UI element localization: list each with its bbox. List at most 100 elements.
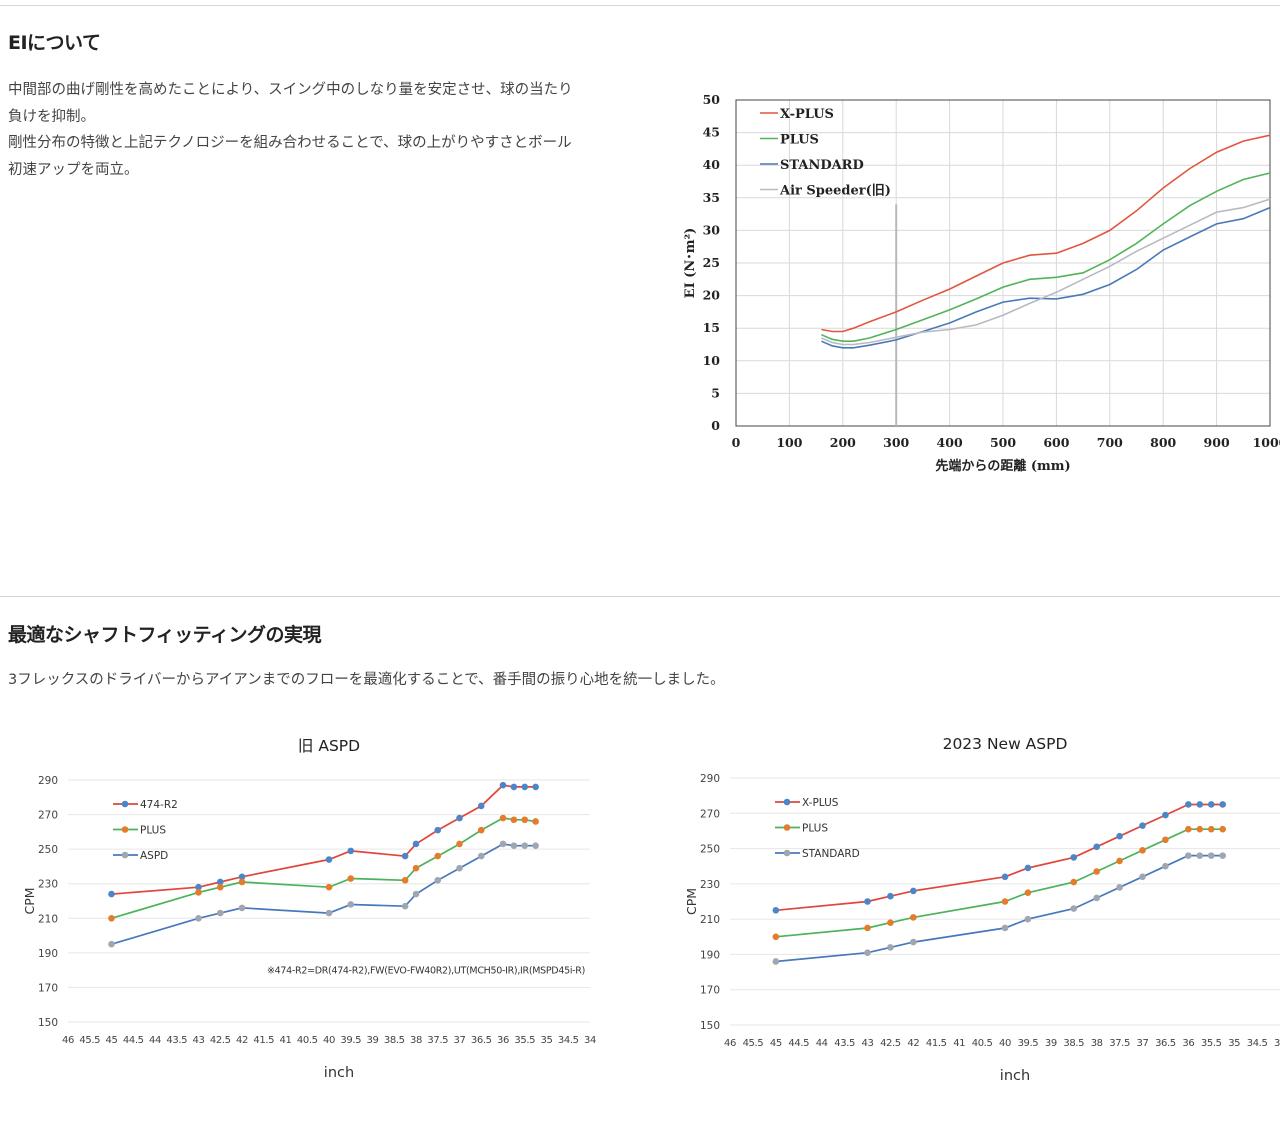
new-data-point xyxy=(772,907,780,914)
new-data-point xyxy=(1024,889,1032,896)
old-data-point xyxy=(412,840,420,848)
section-fitting-heading: 最適なシャフトフィッティングの実現 xyxy=(8,624,321,646)
old-xtick-label: 39.5 xyxy=(340,1035,361,1046)
new-data-point xyxy=(887,944,894,951)
old-data-point xyxy=(434,826,442,834)
new-aspd-chart: 2023 New ASPD 150 170 190 210 230 250 270 290 46 4… xyxy=(684,735,1280,1084)
old-xtick-label: 40 xyxy=(323,1035,335,1046)
old-data-point xyxy=(108,940,115,948)
new-legend-label: STANDARD xyxy=(802,848,860,860)
new-xtick-label: 36 xyxy=(1182,1038,1194,1049)
section-fitting-text: 3フレックスのドライバーからアイアンまでのフローを最適化することで、番手間の振り… xyxy=(8,672,725,688)
new-data-point xyxy=(1207,852,1215,859)
old-legend-marker xyxy=(121,826,129,833)
new-data-point xyxy=(1139,822,1146,829)
new-data-point xyxy=(1070,905,1078,912)
ei-xtick-label: 700 xyxy=(1097,435,1123,450)
old-xtick-label: 41.5 xyxy=(253,1035,274,1046)
new-chart-title: 2023 New ASPD xyxy=(943,735,1068,753)
old-legend-marker xyxy=(121,851,129,859)
new-data-point xyxy=(1185,801,1192,808)
old-legend-marker xyxy=(121,800,129,808)
new-xtick-label: 40.5 xyxy=(972,1038,993,1049)
ei-ytick-label: 25 xyxy=(703,255,720,270)
old-xtick-label: 35.5 xyxy=(514,1035,535,1046)
old-data-point xyxy=(532,783,539,791)
old-data-point xyxy=(456,864,463,872)
new-data-point xyxy=(1116,884,1123,891)
new-legend-marker xyxy=(783,849,791,857)
old-ytick-label: 210 xyxy=(38,913,58,925)
ei-text-line: 負けを抑制。 xyxy=(8,108,95,125)
new-xtick-label: 39 xyxy=(1045,1038,1057,1049)
new-data-point xyxy=(1196,801,1204,808)
new-xtick-label: 46 xyxy=(724,1038,736,1049)
old-xtick-label: 37 xyxy=(454,1035,466,1046)
old-data-point xyxy=(532,842,539,849)
old-data-point xyxy=(216,909,224,917)
ei-xtick-label: 300 xyxy=(883,435,909,450)
ei-series-line xyxy=(821,134,1271,333)
new-data-point xyxy=(1219,801,1227,808)
new-data-point xyxy=(1196,852,1204,859)
old-xtick-label: 41 xyxy=(280,1035,292,1046)
old-xtick-label: 35 xyxy=(541,1035,553,1046)
old-xtick-label: 44.5 xyxy=(123,1035,144,1046)
old-legend-label: PLUS xyxy=(140,825,166,837)
ei-xtick-label: 200 xyxy=(830,435,856,450)
new-xlabel: inch xyxy=(1000,1068,1030,1084)
new-ytick-label: 150 xyxy=(700,1020,720,1032)
ei-ytick-label: 30 xyxy=(703,222,721,237)
old-aspd-chart: 旧 ASPD 150 170 190 210 230 250 270 290 46 45.5 45 44… xyxy=(22,737,596,1081)
new-data-point xyxy=(1162,862,1169,870)
new-ytick-label: 250 xyxy=(700,844,720,856)
new-data-point xyxy=(1001,898,1009,905)
new-xtick-label: 41 xyxy=(953,1038,965,1049)
old-data-point xyxy=(499,781,507,789)
old-xlabel: inch xyxy=(324,1065,354,1081)
new-ytick-label: 270 xyxy=(700,808,720,820)
new-xtick-label: 37.5 xyxy=(1109,1038,1130,1049)
new-data-point xyxy=(1219,852,1227,859)
section-ei-heading: EIについて xyxy=(8,32,101,54)
new-data-point xyxy=(1219,825,1227,833)
new-legend-label: X-PLUS xyxy=(802,797,839,809)
new-data-point xyxy=(1001,873,1009,881)
old-data-point xyxy=(325,883,333,891)
ei-xtick-label: 800 xyxy=(1150,435,1176,450)
new-data-point xyxy=(1070,878,1078,886)
old-data-point xyxy=(412,890,420,898)
new-data-point xyxy=(1207,801,1215,808)
new-xtick-label: 45 xyxy=(770,1038,782,1049)
new-data-point xyxy=(1162,836,1169,844)
old-xtick-label: 36.5 xyxy=(471,1035,492,1046)
old-data-point xyxy=(521,783,529,791)
new-ytick-label: 210 xyxy=(700,914,720,926)
old-data-point xyxy=(456,840,463,848)
new-legend-marker xyxy=(783,798,791,806)
new-legend-label: PLUS xyxy=(802,823,828,835)
ei-legend-label: PLUS xyxy=(780,133,819,148)
new-data-point xyxy=(864,924,871,932)
new-data-point xyxy=(1024,864,1032,872)
new-xtick-label: 39.5 xyxy=(1018,1038,1039,1049)
ei-series-line xyxy=(821,206,1271,349)
ei-ytick-label: 20 xyxy=(703,288,721,303)
old-xtick-label: 44 xyxy=(149,1035,161,1046)
new-legend-marker xyxy=(783,824,791,831)
old-data-point xyxy=(195,914,202,922)
new-xtick-label: 38.5 xyxy=(1063,1038,1084,1049)
new-series-line xyxy=(775,828,1223,938)
old-xtick-label: 45.5 xyxy=(79,1035,100,1046)
new-xtick-label: 35.5 xyxy=(1201,1038,1222,1049)
new-data-point xyxy=(1116,857,1123,865)
old-data-point xyxy=(347,847,355,855)
old-xtick-label: 34 xyxy=(584,1035,596,1046)
old-data-point xyxy=(195,883,202,891)
old-xtick-label: 45 xyxy=(106,1035,118,1046)
new-xtick-label: 44 xyxy=(816,1038,828,1049)
old-data-point xyxy=(401,902,409,910)
new-data-point xyxy=(1207,825,1215,833)
old-data-point xyxy=(477,826,485,834)
